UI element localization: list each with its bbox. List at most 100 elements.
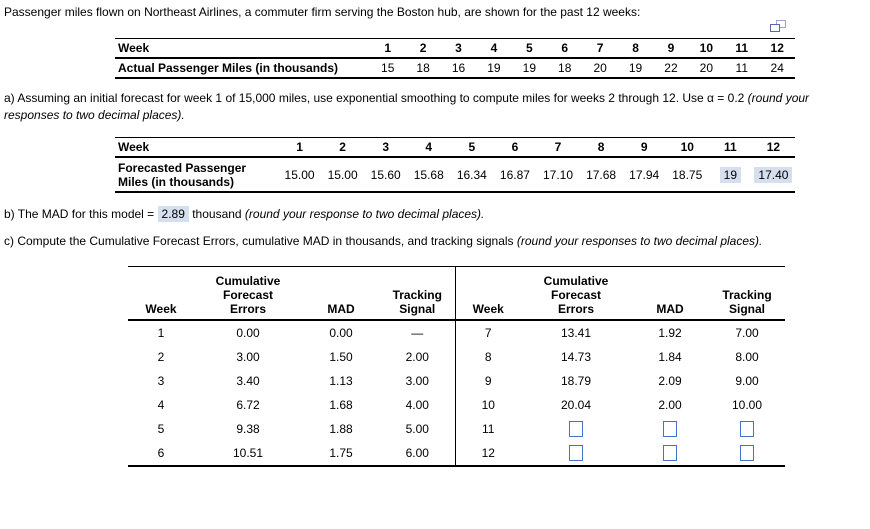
actual-miles-table: Week 1 2 3 4 5 6 7 8 9 10 11 12 Actual P… (115, 38, 795, 79)
week-cell: 12 (454, 441, 521, 467)
cfe-cell-week-11 (521, 417, 631, 441)
cfe-cell: 3.40 (236, 374, 260, 388)
ts-cell: 7.00 (735, 326, 759, 340)
copy-table-icon[interactable] (770, 20, 787, 34)
actual-table-header-row: Week 1 2 3 4 5 6 7 8 9 10 11 12 (115, 38, 795, 59)
week-number: 10 (665, 137, 709, 158)
cfe-input-week-12[interactable] (569, 445, 583, 461)
mad-cell: 0.00 (329, 326, 353, 340)
forecast-value: 16.34 (450, 157, 494, 193)
week-number: 5 (450, 137, 494, 158)
week-number: 9 (622, 137, 666, 158)
cfe-cell: 14.73 (560, 350, 592, 364)
part-a-line1: a) Assuming an initial forecast for week… (4, 90, 870, 107)
tracking-table-header-row: Week Cumulative Forecast Errors MAD Trac… (128, 266, 785, 321)
actual-miles-value: 19 (617, 58, 654, 79)
part-a-italic-start: (round your (747, 91, 810, 105)
mad-cell: 1.88 (329, 422, 353, 436)
forecast-value: 16.87 (493, 157, 537, 193)
week-number: 11 (724, 38, 760, 59)
ts-cell: 4.00 (405, 398, 429, 412)
week-cell: 1 (157, 326, 165, 340)
week-cell: 7 (454, 320, 521, 345)
cfe-column-header: Cumulative Forecast Errors (521, 266, 631, 321)
ts-input-week-11[interactable] (740, 421, 754, 437)
actual-miles-value: 22 (653, 58, 689, 79)
mad-cell: 1.75 (302, 441, 380, 467)
ts-cell: 5.00 (405, 422, 429, 436)
week-number: 4 (407, 137, 451, 158)
part-a-normal: a) Assuming an initial forecast for week… (4, 91, 748, 105)
tracking-row: 1 0.00 0.00 — 7 13.41 1.92 7.00 (128, 320, 785, 345)
part-b-text: b) The MAD for this model = 2.89 thousan… (4, 206, 870, 223)
actual-miles-value: 11 (724, 58, 760, 79)
week-number: 2 (321, 137, 365, 158)
ts-cell-week-11 (709, 417, 785, 441)
week-number: 3 (364, 137, 408, 158)
forecast-value: 15.60 (364, 157, 408, 193)
forecast-cell-week-11: 19 (708, 157, 752, 193)
ts-cell: 2.00 (405, 350, 429, 364)
part-b-prefix: b) The MAD for this model = (4, 207, 158, 221)
week-cell: 5 (157, 422, 165, 436)
tracking-row: 3 3.40 1.13 3.00 9 18.79 2.09 9.00 (128, 369, 785, 393)
week-cell: 3 (157, 374, 165, 388)
cfe-cell: 9.38 (236, 422, 260, 436)
cfe-cell: 6.72 (236, 398, 260, 412)
forecast-row: Forecasted Passenger Miles (in thousands… (115, 157, 795, 193)
mad-input-week-12[interactable] (663, 445, 677, 461)
question-intro: Passenger miles flown on Northeast Airli… (4, 5, 641, 19)
ts-cell: 10.00 (731, 398, 763, 412)
actual-miles-value: 15 (370, 58, 406, 79)
week-number: 9 (653, 38, 689, 59)
forecast-value: 17.10 (536, 157, 580, 193)
mad-answer-field[interactable]: 2.89 (157, 206, 189, 222)
week-number: 1 (370, 38, 406, 59)
actual-miles-value: 16 (440, 58, 477, 79)
cfe-cell: 13.41 (560, 326, 592, 340)
week-number: 3 (440, 38, 477, 59)
part-b-suffix: thousand (188, 207, 245, 221)
ts-input-week-12[interactable] (740, 445, 754, 461)
forecast-answer-week-11[interactable]: 19 (719, 166, 741, 183)
copy-icon-front-square (770, 24, 780, 32)
part-c-text: c) Compute the Cumulative Forecast Error… (4, 233, 870, 250)
mad-cell: 1.13 (329, 374, 353, 388)
forecast-label: Forecasted Passenger Miles (in thousands… (115, 157, 278, 193)
actual-miles-value: 19 (511, 58, 548, 79)
week-number: 12 (759, 38, 795, 59)
cfe-cell: 0.00 (236, 326, 260, 340)
mad-cell-week-11 (631, 417, 709, 441)
actual-miles-row: Actual Passenger Miles (in thousands) 15… (115, 58, 795, 79)
week-number: 8 (617, 38, 654, 59)
week-column-header: Week (454, 266, 521, 321)
forecast-table: Week 1 2 3 4 5 6 7 8 9 10 11 12 Forecast… (115, 137, 795, 193)
forecast-value: 17.68 (579, 157, 623, 193)
mad-input-week-11[interactable] (663, 421, 677, 437)
ts-cell-week-12 (709, 441, 785, 467)
part-a-line2: responses to two decimal places). (4, 108, 185, 122)
cfe-input-week-11[interactable] (569, 421, 583, 437)
actual-miles-value: 18 (405, 58, 441, 79)
mad-cell: 1.84 (658, 350, 682, 364)
week-cell: 10 (454, 393, 521, 417)
tracking-table: Week Cumulative Forecast Errors MAD Trac… (128, 266, 785, 467)
week-number: 5 (511, 38, 548, 59)
week-cell: 9 (454, 369, 521, 393)
cfe-cell: 3.00 (236, 350, 260, 364)
ts-cell: 9.00 (735, 374, 759, 388)
actual-miles-label: Actual Passenger Miles (in thousands) (115, 58, 370, 79)
forecast-answer-week-12[interactable]: 17.40 (754, 166, 793, 183)
week-number: 10 (688, 38, 725, 59)
week-number: 6 (547, 38, 583, 59)
week-cell: 2 (157, 350, 165, 364)
forecast-value: 15.68 (407, 157, 451, 193)
week-number: 4 (476, 38, 512, 59)
part-c-prefix: c) Compute the Cumulative Forecast Error… (4, 234, 517, 248)
week-number: 7 (582, 38, 618, 59)
actual-miles-value: 19 (476, 58, 512, 79)
forecast-value: 18.75 (665, 157, 709, 193)
mad-cell: 2.09 (658, 374, 682, 388)
week-cell: 11 (454, 417, 521, 441)
mad-cell-week-12 (631, 441, 709, 467)
